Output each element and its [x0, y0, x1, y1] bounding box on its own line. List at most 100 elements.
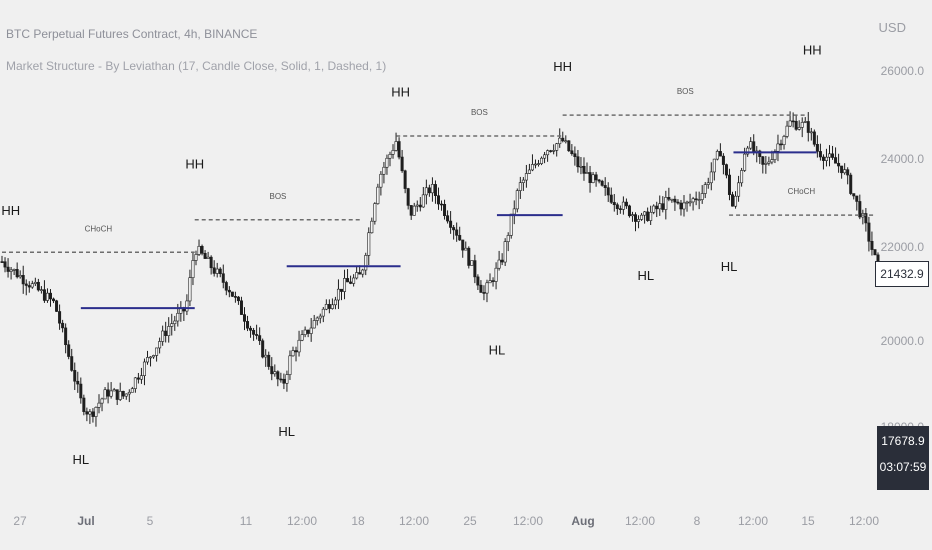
swing-label: HH: [803, 43, 822, 58]
time-tick: 12:00: [286, 514, 318, 528]
swing-label: HH: [185, 157, 204, 172]
candle: [82, 394, 86, 416]
candle: [764, 155, 768, 174]
candle: [379, 171, 383, 196]
candle: [167, 317, 171, 343]
candle: [609, 187, 613, 205]
candle: [397, 137, 401, 160]
time-tick: 27: [13, 514, 27, 528]
candle: [136, 372, 140, 384]
candle: [30, 280, 34, 289]
candles-layer: [0, 111, 880, 427]
candle: [376, 183, 380, 205]
candle: [755, 146, 759, 163]
candle: [61, 319, 65, 333]
candle: [221, 264, 225, 289]
candle: [476, 274, 480, 291]
candle: [861, 209, 865, 225]
bar-countdown: 03:07:59: [879, 460, 927, 474]
candle: [70, 348, 74, 372]
price-tick-22000: 22000.0: [880, 240, 924, 254]
candle: [45, 288, 49, 303]
candle: [391, 144, 395, 159]
candle: [452, 225, 456, 240]
candle: [688, 193, 692, 207]
candle: [591, 172, 595, 184]
candle: [715, 149, 719, 161]
candle: [206, 251, 210, 259]
candle: [133, 376, 137, 393]
candle: [479, 280, 483, 293]
candle: [6, 258, 10, 278]
candle: [330, 298, 334, 310]
candle: [273, 364, 277, 377]
structure-label: CHoCH: [85, 224, 113, 233]
swing-label: HL: [73, 452, 90, 467]
candle: [458, 226, 462, 241]
candle: [818, 143, 822, 161]
candle: [491, 277, 495, 287]
candle: [100, 397, 104, 412]
indicator-legend[interactable]: Market Structure - By Leviathan (17, Can…: [6, 59, 387, 73]
candle: [697, 191, 701, 210]
candle: [142, 358, 146, 386]
candle: [346, 269, 350, 283]
candle: [443, 199, 447, 220]
candle: [124, 393, 128, 400]
candle: [706, 177, 710, 189]
candle: [388, 151, 392, 167]
candle: [258, 327, 262, 345]
candle: [761, 156, 765, 174]
candle: [152, 354, 156, 359]
candle: [88, 409, 92, 424]
candle: [543, 151, 547, 164]
currency-label[interactable]: USD: [878, 20, 906, 35]
candle: [130, 386, 134, 393]
candle: [515, 188, 519, 213]
candle: [170, 313, 174, 336]
candle: [149, 356, 153, 367]
candle: [55, 299, 59, 312]
candle: [400, 149, 404, 173]
candle: [333, 296, 337, 310]
candle: [488, 273, 492, 284]
time-tick: 12:00: [512, 514, 544, 528]
candle: [570, 144, 574, 156]
candle: [506, 232, 510, 252]
candle: [773, 149, 777, 164]
time-tick: 12:00: [398, 514, 430, 528]
candle: [91, 408, 95, 423]
time-tick: 25: [463, 514, 477, 528]
candle: [409, 205, 413, 220]
swing-label: HL: [489, 343, 506, 358]
candle: [776, 134, 780, 162]
candle: [843, 163, 847, 175]
candle: [242, 307, 246, 331]
candle: [312, 314, 316, 329]
candle: [127, 389, 131, 403]
chart-title[interactable]: BTC Perpetual Futures Contract, 4h, BINA…: [6, 27, 258, 41]
candle: [261, 338, 265, 359]
candle: [179, 301, 183, 322]
candle: [418, 196, 422, 212]
candle: [549, 149, 553, 153]
candle: [500, 253, 504, 266]
candle: [73, 362, 77, 391]
swing-label: HH: [391, 85, 410, 100]
candle: [355, 266, 359, 280]
candle: [676, 199, 680, 205]
candle: [655, 201, 659, 218]
candle: [200, 244, 204, 256]
candle: [336, 279, 340, 309]
candle: [403, 169, 407, 194]
candle: [297, 330, 301, 357]
candle: [470, 260, 474, 266]
candle: [233, 291, 237, 303]
candle: [749, 137, 753, 150]
candle: [718, 143, 722, 157]
candle: [600, 179, 604, 187]
candle: [109, 382, 113, 399]
candle: [0, 255, 4, 263]
candle: [227, 286, 231, 298]
